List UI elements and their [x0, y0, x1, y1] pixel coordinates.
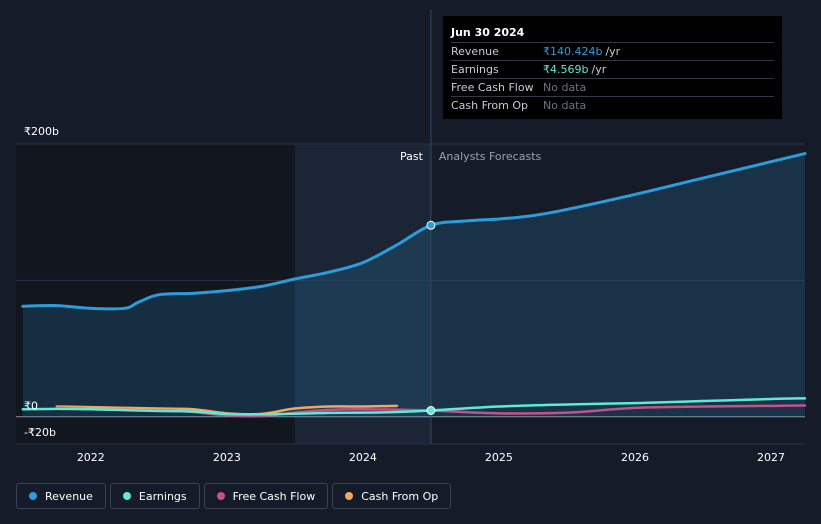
y-tick-label: -₹20b: [24, 426, 56, 439]
earnings-line: [21, 397, 807, 416]
legend-item-cash-from-op[interactable]: Cash From Op: [332, 483, 452, 509]
data-tooltip: Jun 30 2024 Revenue ₹140.424b /yr Earnin…: [443, 16, 782, 119]
tooltip-row-cash-from-op: Cash From Op No data: [451, 96, 774, 114]
legend-label: Cash From Op: [361, 489, 439, 503]
legend-label: Free Cash Flow: [232, 489, 316, 503]
y-tick-label: ₹0: [24, 400, 38, 413]
tooltip-date: Jun 30 2024: [451, 26, 525, 39]
x-tick-label: 2026: [621, 451, 649, 464]
legend-dot-icon: [345, 492, 354, 500]
legend-dot-icon: [122, 492, 131, 500]
revenue-highlight-point: [426, 220, 436, 230]
tooltip-label: Free Cash Flow: [451, 81, 534, 94]
tooltip-unit: /yr: [591, 63, 607, 76]
earnings-highlight-point: [426, 405, 436, 415]
x-tick-label: 2027: [757, 451, 785, 464]
tooltip-value: No data: [543, 81, 587, 94]
tooltip-unit: /yr: [605, 45, 621, 58]
x-tick-label: 2023: [213, 451, 241, 464]
x-tick-label: 2022: [77, 451, 105, 464]
revenue-area: [22, 153, 806, 417]
x-tick-label: 2025: [485, 451, 513, 464]
analysts-forecasts-label: Analysts Forecasts: [439, 150, 542, 163]
tooltip-label: Cash From Op: [451, 99, 529, 112]
tooltip-row-free-cash-flow: Free Cash Flow No data: [451, 78, 774, 96]
legend-dot-icon: [29, 492, 37, 500]
legend-dot-icon: [216, 492, 225, 500]
x-tick-label: 2024: [349, 451, 377, 464]
tooltip-value: ₹140.424b: [543, 45, 603, 58]
legend-item-free-cash-flow[interactable]: Free Cash Flow: [203, 483, 329, 509]
tooltip-row-earnings: Earnings ₹4.569b /yr: [451, 60, 774, 78]
tooltip-label: Revenue: [451, 45, 499, 58]
past-label: Past: [400, 150, 424, 163]
tooltip-row-revenue: Revenue ₹140.424b /yr: [451, 42, 774, 60]
legend-label: Revenue: [45, 489, 93, 503]
tooltip-label: Earnings: [451, 63, 499, 76]
chart-legend: Revenue Earnings Free Cash Flow Cash Fro…: [16, 483, 452, 509]
legend-item-revenue[interactable]: Revenue: [16, 483, 106, 509]
tooltip-value: No data: [543, 99, 587, 112]
y-tick-label: ₹200b: [24, 125, 59, 138]
recent-shade: [294, 144, 431, 444]
legend-item-earnings[interactable]: Earnings: [109, 483, 200, 509]
revenue-line: [21, 152, 807, 311]
tooltip-value: ₹4.569b: [543, 63, 589, 76]
legend-label: Earnings: [138, 489, 187, 503]
